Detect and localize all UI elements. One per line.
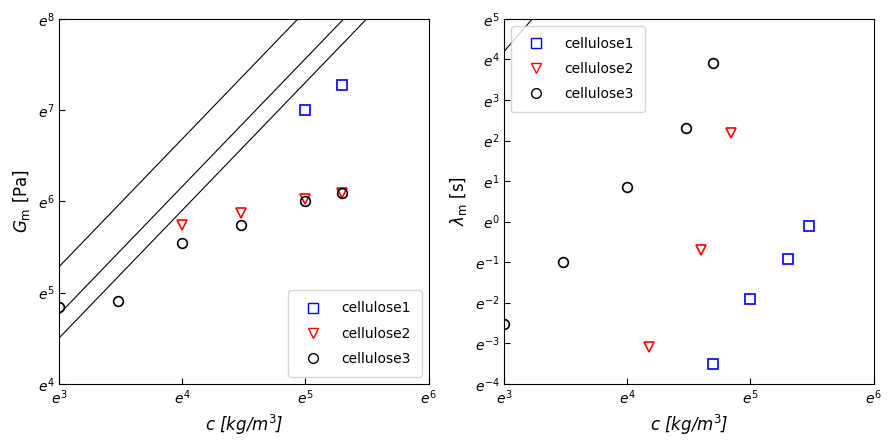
Legend: cellulose1, cellulose2, cellulose3: cellulose1, cellulose2, cellulose3 [288, 290, 421, 377]
X-axis label: $c$ [kg/m$^3$]: $c$ [kg/m$^3$] [204, 413, 283, 437]
Y-axis label: $G_{\mathrm{m}}$ [Pa]: $G_{\mathrm{m}}$ [Pa] [11, 169, 32, 233]
X-axis label: $c$ [kg/m$^3$]: $c$ [kg/m$^3$] [649, 413, 729, 437]
Legend: cellulose1, cellulose2, cellulose3: cellulose1, cellulose2, cellulose3 [511, 26, 645, 112]
Y-axis label: $\lambda_{\mathrm{m}}$ [s]: $\lambda_{\mathrm{m}}$ [s] [448, 177, 469, 226]
